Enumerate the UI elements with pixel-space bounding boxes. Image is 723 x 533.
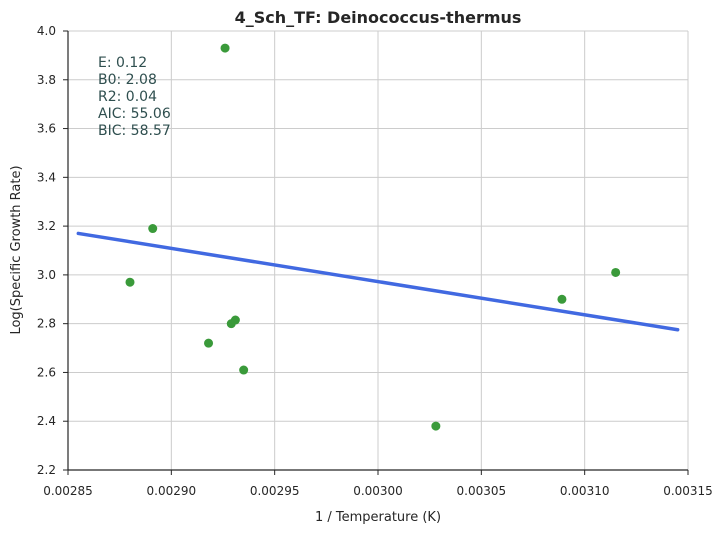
data-point <box>148 224 158 234</box>
stat-line: E: 0.12 <box>98 55 147 71</box>
data-point <box>220 43 230 53</box>
y-tick-label: 3.6 <box>37 122 56 136</box>
y-tick-label: 4.0 <box>37 24 56 38</box>
data-point <box>230 315 240 325</box>
fit-line <box>76 231 680 332</box>
x-axis-label: 1 / Temperature (K) <box>315 510 441 525</box>
y-tick-label: 2.4 <box>37 414 56 428</box>
y-axis-label: Log(Specific Growth Rate) <box>9 165 24 334</box>
x-tick-label: 0.00315 <box>663 484 713 498</box>
y-tick-label: 2.8 <box>37 317 56 331</box>
fit-line-layer <box>76 231 680 332</box>
data-point <box>431 421 441 431</box>
x-tick-label: 0.00305 <box>457 484 507 498</box>
data-points <box>125 43 621 431</box>
x-tick-label: 0.00295 <box>250 484 300 498</box>
y-tick-label: 3.2 <box>37 219 56 233</box>
x-tick-label: 0.00300 <box>353 484 403 498</box>
data-point <box>557 294 567 304</box>
chart-title: 4_Sch_TF: Deinococcus-thermus <box>235 8 522 27</box>
stat-line: BIC: 58.57 <box>98 123 171 139</box>
axes <box>63 30 689 475</box>
data-point <box>239 365 249 375</box>
stat-line: R2: 0.04 <box>98 89 157 105</box>
x-tick-label: 0.00290 <box>147 484 197 498</box>
data-point <box>204 338 214 348</box>
y-tick-label: 3.8 <box>37 73 56 87</box>
stat-line: B0: 2.08 <box>98 72 157 88</box>
y-tick-label: 2.6 <box>37 365 56 379</box>
x-tick-label: 0.00310 <box>560 484 610 498</box>
y-tick-label: 3.4 <box>37 170 56 184</box>
tick-labels: 0.00285 0.00290 0.00295 0.00300 0.00305 0.003… <box>37 24 713 498</box>
y-tick-label: 2.2 <box>37 463 56 477</box>
data-point <box>125 277 135 287</box>
y-tick-label: 3.0 <box>37 268 56 282</box>
stat-line: AIC: 55.06 <box>98 106 171 122</box>
data-point <box>611 267 621 277</box>
grid-lines <box>67 30 689 471</box>
x-tick-label: 0.00285 <box>43 484 93 498</box>
